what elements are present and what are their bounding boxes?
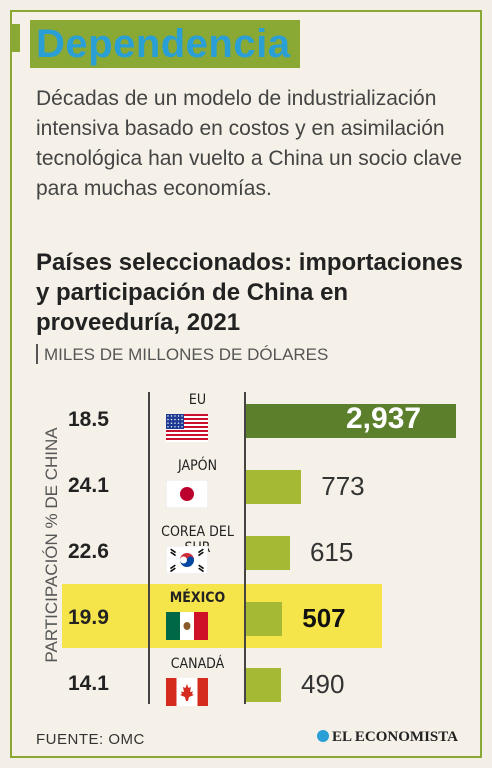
page-title: Dependencia xyxy=(36,22,291,66)
value-label: 2,937 xyxy=(346,402,422,435)
title-background xyxy=(30,20,300,68)
canada-flag-icon xyxy=(166,678,208,706)
accent-bar xyxy=(10,24,20,52)
value-label: 615 xyxy=(309,537,354,567)
china-share-value: 24.1 xyxy=(68,474,109,497)
units-pipe xyxy=(36,344,38,364)
intro-text: Décadas de un modelo de industrializació… xyxy=(36,87,463,200)
publisher-logo: EL ECONOMISTA xyxy=(317,729,458,746)
us-flag-icon xyxy=(166,414,208,442)
units-text: MILES DE MILLONES DE DÓLARES xyxy=(44,345,329,364)
china-share-value: 22.6 xyxy=(68,540,109,563)
y-axis-label: PARTICIPACIÓN % DE CHINA xyxy=(42,427,61,663)
japan-flag-icon xyxy=(165,479,209,509)
country-label: EU xyxy=(188,392,207,408)
south-korea-flag-icon xyxy=(165,545,209,575)
bar xyxy=(246,536,290,570)
logo-icon xyxy=(317,730,329,742)
column-separator-right xyxy=(244,392,246,704)
column-separator-left xyxy=(148,392,150,704)
country-label: CANADÁ xyxy=(170,656,225,672)
chart-title: Países seleccionados: importaciones y pa… xyxy=(36,249,463,336)
bar xyxy=(246,404,456,438)
value-label: 507 xyxy=(302,603,346,633)
bar xyxy=(246,470,302,504)
country-label: JAPÓN xyxy=(177,458,217,474)
china-share-value: 14.1 xyxy=(68,672,109,695)
logo-text: EL ECONOMISTA xyxy=(332,729,458,745)
units-label: MILES DE MILLONES DE DÓLARES xyxy=(36,344,328,365)
country-label: MÉXICO xyxy=(169,590,226,606)
china-share-value: 18.5 xyxy=(68,408,109,431)
china-share-value: 19.9 xyxy=(68,606,109,629)
value-label: 773 xyxy=(321,471,365,501)
bar xyxy=(246,602,283,636)
mexico-highlight xyxy=(62,584,382,648)
bar xyxy=(246,668,282,702)
mexico-flag-icon xyxy=(166,612,208,640)
source-note: FUENTE: OMC xyxy=(36,731,145,748)
value-label: 490 xyxy=(301,669,345,699)
